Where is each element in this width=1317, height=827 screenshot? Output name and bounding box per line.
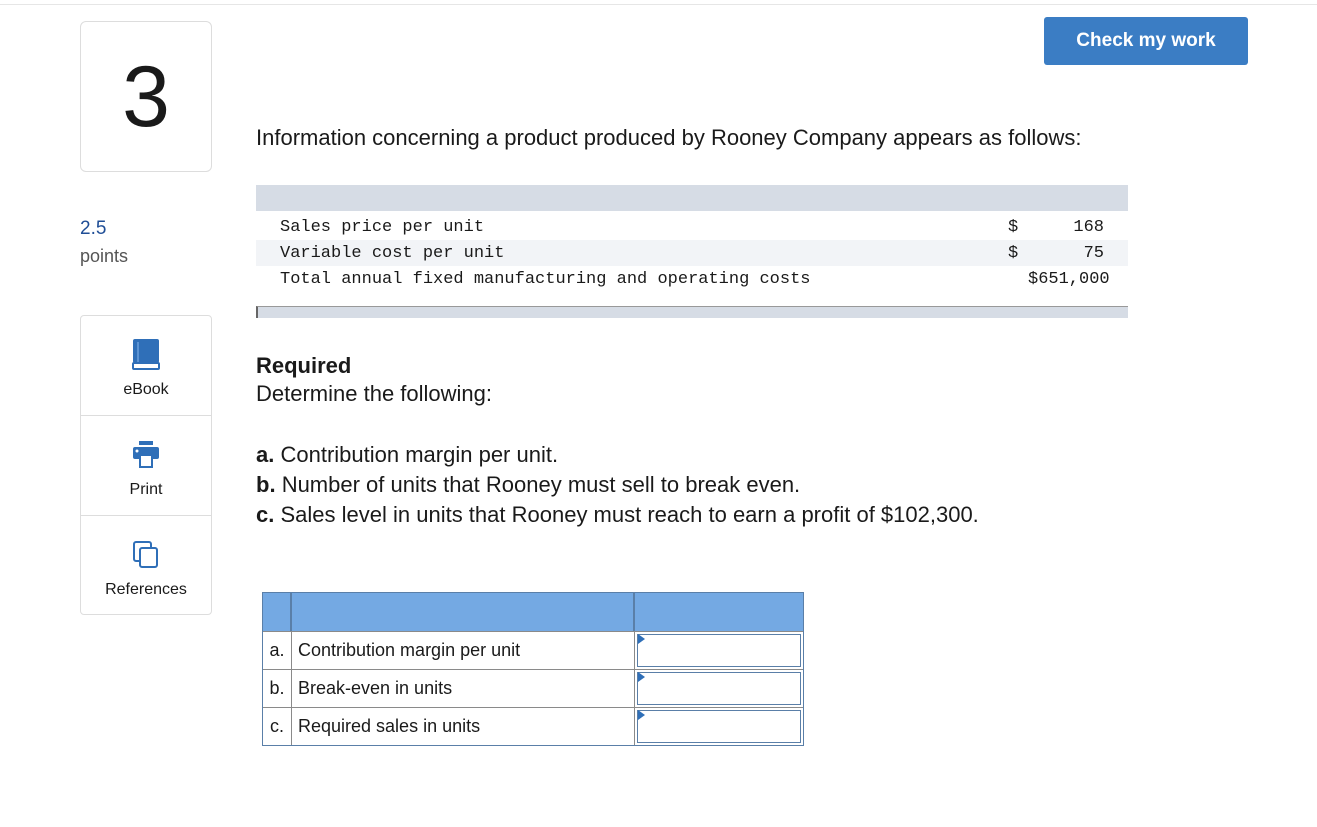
ebook-label: eBook	[123, 381, 169, 398]
product-info-table: Sales price per unit $ 168 Variable cost…	[256, 185, 1128, 318]
answer-row-label: Contribution margin per unit	[292, 632, 635, 669]
points-value: 2.5	[80, 218, 107, 239]
info-row: Variable cost per unit $ 75	[256, 240, 1128, 266]
part-item: c. Sales level in units that Rooney must…	[256, 500, 979, 530]
answer-row-letter: c.	[263, 708, 292, 745]
input-flag-icon	[638, 710, 645, 720]
answer-table-header	[263, 593, 803, 631]
info-row: Total annual fixed manufacturing and ope…	[256, 266, 1128, 292]
info-row-amount: $651,000	[1028, 269, 1110, 289]
question-number: 3	[122, 48, 170, 145]
answer-row-letter: b.	[263, 670, 292, 707]
info-row-label: Variable cost per unit	[280, 243, 505, 263]
info-table-footer	[256, 306, 1128, 318]
references-button[interactable]: References	[81, 516, 211, 616]
part-letter: b.	[256, 472, 276, 497]
part-text: Contribution margin per unit.	[280, 442, 559, 467]
part-letter: c.	[256, 502, 275, 527]
answer-table: a. Contribution margin per unit b. Break…	[262, 592, 804, 746]
answer-row-letter: a.	[263, 632, 292, 669]
answer-row-label: Break-even in units	[292, 670, 635, 707]
part-item: b. Number of units that Rooney must sell…	[256, 470, 979, 500]
references-icon	[130, 537, 162, 571]
part-letter: a.	[256, 442, 275, 467]
printer-icon	[130, 437, 162, 471]
required-instructions: Determine the following:	[256, 381, 493, 406]
part-text: Number of units that Rooney must sell to…	[281, 472, 801, 497]
question-number-card: 3	[80, 21, 212, 172]
required-heading: Required	[256, 353, 352, 378]
question-intro: Information concerning a product produce…	[256, 125, 1082, 150]
required-sales-units-input[interactable]	[637, 710, 801, 743]
info-table-header	[256, 185, 1128, 211]
contribution-margin-input[interactable]	[637, 634, 801, 667]
book-icon	[130, 337, 162, 371]
table-row: c. Required sales in units	[263, 707, 803, 745]
ebook-button[interactable]: eBook	[81, 316, 211, 416]
input-flag-icon	[638, 634, 645, 644]
info-row: Sales price per unit $ 168	[256, 214, 1128, 240]
tools-panel: eBook Print References	[80, 315, 212, 615]
points-label: points	[80, 246, 129, 266]
part-text: Sales level in units that Rooney must re…	[280, 502, 979, 527]
info-row-currency: $	[1008, 217, 1019, 237]
info-row-amount: 168	[1073, 217, 1104, 237]
points-info: 2.5 points	[80, 218, 128, 267]
answer-row-label: Required sales in units	[292, 708, 635, 745]
required-section: Required Determine the following:	[256, 353, 492, 407]
break-even-units-input[interactable]	[637, 672, 801, 705]
top-divider	[0, 4, 1317, 5]
print-label: Print	[129, 481, 163, 498]
info-row-amount: 75	[1083, 243, 1104, 263]
info-row-label: Total annual fixed manufacturing and ope…	[280, 269, 811, 289]
table-row: a. Contribution margin per unit	[263, 631, 803, 669]
input-flag-icon	[638, 672, 645, 682]
info-row-label: Sales price per unit	[280, 217, 485, 237]
required-parts-list: a. Contribution margin per unit. b. Numb…	[256, 440, 979, 530]
print-button[interactable]: Print	[81, 416, 211, 516]
table-row: b. Break-even in units	[263, 669, 803, 707]
info-row-currency: $	[1008, 243, 1019, 263]
part-item: a. Contribution margin per unit.	[256, 440, 979, 470]
check-my-work-button[interactable]: Check my work	[1044, 17, 1248, 65]
references-label: References	[105, 581, 187, 598]
